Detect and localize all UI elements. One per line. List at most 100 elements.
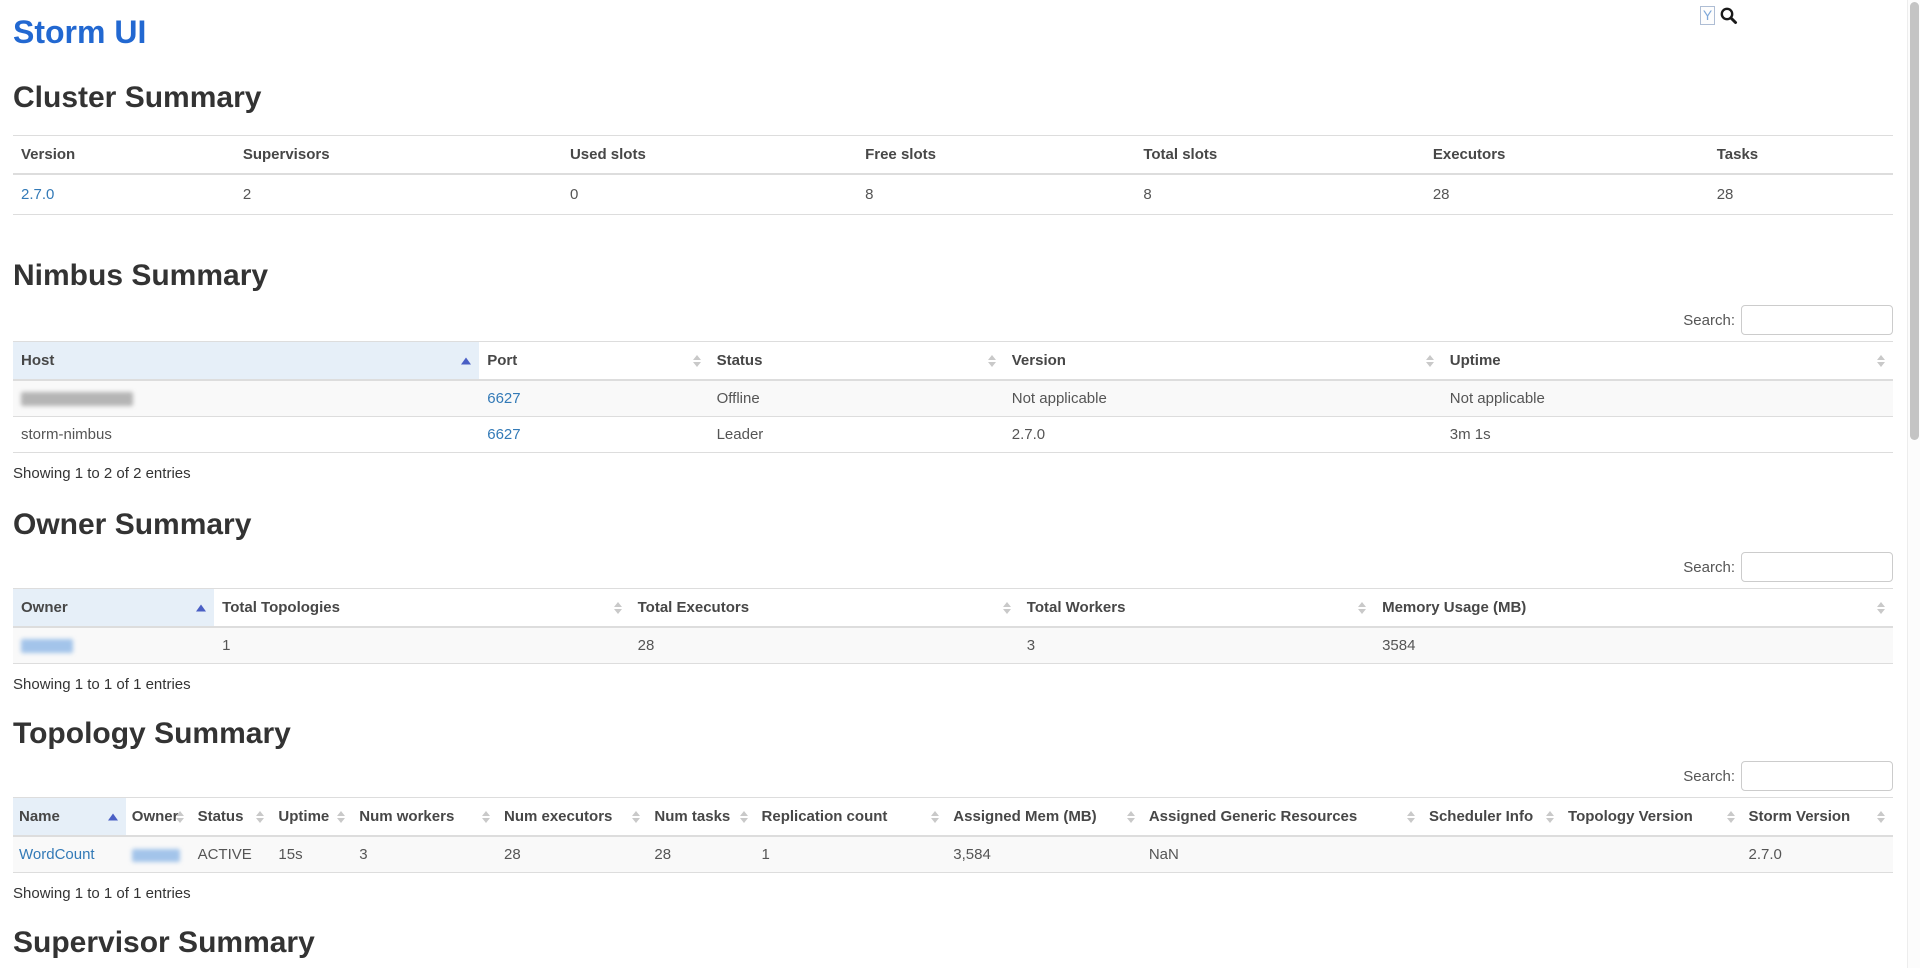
nimbus-port-link[interactable]: 6627 bbox=[487, 390, 521, 407]
sort-asc-icon bbox=[107, 813, 118, 820]
col-used-slots: Used slots bbox=[561, 135, 858, 175]
owner-search-row: Search: bbox=[13, 552, 1893, 582]
search-button[interactable] bbox=[1719, 6, 1738, 25]
sort-both-icon bbox=[1358, 601, 1367, 614]
nimbus-status: Offline bbox=[708, 380, 1004, 417]
redacted-host bbox=[21, 392, 133, 407]
col-num-workers[interactable]: Num workers bbox=[353, 797, 498, 837]
col-topo-uptime[interactable]: Uptime bbox=[272, 797, 354, 837]
sort-both-icon bbox=[987, 354, 996, 367]
cluster-summary-section: Cluster Summary Version Supervisors Used… bbox=[13, 81, 1893, 215]
topology-row-1: WordCount ACTIVE 15s 3 28 28 1 3,584 NaN… bbox=[13, 836, 1893, 873]
topology-status: ACTIVE bbox=[191, 836, 273, 873]
cluster-free-slots: 8 bbox=[857, 174, 1136, 215]
topology-storm-version: 2.7.0 bbox=[1742, 836, 1893, 873]
supervisor-summary-heading: Supervisor Summary bbox=[13, 926, 315, 959]
topology-num-tasks: 28 bbox=[648, 836, 756, 873]
sort-both-icon bbox=[175, 810, 184, 823]
cluster-version-link[interactable]: 2.7.0 bbox=[21, 186, 55, 203]
col-nimbus-version[interactable]: Version bbox=[1003, 341, 1442, 381]
col-scheduler-info[interactable]: Scheduler Info bbox=[1422, 797, 1563, 837]
owner-entries-info: Showing 1 to 1 of 1 entries bbox=[13, 676, 191, 693]
cluster-data-row: 2.7.0 2 0 8 8 28 28 bbox=[13, 174, 1893, 215]
nimbus-summary-table: Host Port Status Version bbox=[13, 341, 1893, 453]
sort-both-icon bbox=[482, 810, 490, 823]
cluster-supervisors: 2 bbox=[234, 174, 562, 215]
col-port[interactable]: Port bbox=[479, 341, 709, 381]
sort-asc-icon bbox=[461, 357, 472, 364]
col-num-tasks[interactable]: Num tasks bbox=[648, 797, 756, 837]
col-name-sorted[interactable]: Name bbox=[13, 797, 126, 837]
topology-replication-count: 1 bbox=[755, 836, 948, 873]
topology-search-input[interactable] bbox=[1741, 761, 1893, 791]
sort-both-icon bbox=[1877, 354, 1885, 367]
topology-summary-heading: Topology Summary bbox=[13, 717, 291, 750]
owner-row-1: 1 28 3 3584 bbox=[13, 627, 1893, 664]
sort-both-icon bbox=[1726, 810, 1735, 823]
sort-both-icon bbox=[632, 810, 641, 823]
owner-search-input[interactable] bbox=[1741, 552, 1893, 582]
col-assigned-generic-resources[interactable]: Assigned Generic Resources bbox=[1142, 797, 1423, 837]
app-title-link[interactable]: Storm UI bbox=[13, 14, 147, 50]
col-uptime[interactable]: Uptime bbox=[1441, 341, 1893, 381]
col-topo-owner[interactable]: Owner bbox=[125, 797, 192, 837]
col-topology-version[interactable]: Topology Version bbox=[1562, 797, 1743, 837]
topbar: Y bbox=[1700, 6, 1738, 25]
col-tasks: Tasks bbox=[1708, 135, 1893, 175]
owner-total-workers: 3 bbox=[1018, 627, 1375, 664]
col-total-workers[interactable]: Total Workers bbox=[1018, 588, 1375, 628]
owner-memory-usage: 3584 bbox=[1374, 627, 1893, 664]
col-supervisors: Supervisors bbox=[234, 135, 562, 175]
col-version: Version bbox=[13, 135, 235, 175]
vertical-scrollbar[interactable] bbox=[1907, 0, 1920, 968]
col-free-slots: Free slots bbox=[857, 135, 1136, 175]
col-replication-count[interactable]: Replication count bbox=[755, 797, 948, 837]
col-assigned-mem[interactable]: Assigned Mem (MB) bbox=[947, 797, 1143, 837]
search-icon bbox=[1719, 6, 1738, 25]
nimbus-status: Leader bbox=[708, 416, 1004, 453]
nimbus-summary-heading: Nimbus Summary bbox=[13, 259, 269, 292]
sort-both-icon bbox=[1126, 810, 1135, 823]
topology-search-row: Search: bbox=[13, 761, 1893, 791]
col-status[interactable]: Status bbox=[708, 341, 1004, 381]
sort-both-icon bbox=[1877, 810, 1885, 823]
topology-assigned-generic-resources: NaN bbox=[1142, 836, 1423, 873]
nimbus-search-label: Search: bbox=[1683, 311, 1735, 329]
sort-both-icon bbox=[337, 810, 346, 823]
sort-both-icon bbox=[1877, 601, 1885, 614]
col-host-sorted[interactable]: Host bbox=[13, 341, 480, 381]
owner-search-label: Search: bbox=[1683, 558, 1735, 576]
sort-both-icon bbox=[692, 354, 701, 367]
redacted-topology-owner bbox=[131, 848, 180, 862]
nimbus-summary-section: Nimbus Summary Search: Host Port bbox=[13, 259, 1893, 482]
cluster-tasks: 28 bbox=[1708, 174, 1893, 215]
sort-both-icon bbox=[1002, 601, 1011, 614]
sort-both-icon bbox=[613, 601, 622, 614]
col-topo-status[interactable]: Status bbox=[191, 797, 273, 837]
cluster-header-row: Version Supervisors Used slots Free slot… bbox=[13, 135, 1893, 175]
col-owner-sorted[interactable]: Owner bbox=[13, 588, 215, 628]
sort-both-icon bbox=[931, 810, 940, 823]
nimbus-port-link[interactable]: 6627 bbox=[487, 426, 521, 443]
col-total-slots: Total slots bbox=[1135, 135, 1425, 175]
cluster-summary-heading: Cluster Summary bbox=[13, 81, 262, 114]
nimbus-search-input[interactable] bbox=[1741, 305, 1893, 335]
topology-summary-section: Topology Summary Search: Name Owner bbox=[13, 717, 1893, 902]
col-total-executors[interactable]: Total Executors bbox=[629, 588, 1019, 628]
col-num-executors[interactable]: Num executors bbox=[498, 797, 649, 837]
nimbus-uptime: 3m 1s bbox=[1441, 416, 1893, 453]
topology-filter-input[interactable]: Y bbox=[1700, 6, 1715, 25]
topology-header-row: Name Owner Status Uptime bbox=[13, 797, 1893, 837]
topology-version bbox=[1562, 836, 1743, 873]
sort-both-icon bbox=[739, 810, 748, 823]
col-memory-usage[interactable]: Memory Usage (MB) bbox=[1374, 588, 1893, 628]
topology-assigned-mem: 3,584 bbox=[947, 836, 1143, 873]
scrollbar-thumb[interactable] bbox=[1910, 2, 1919, 440]
cluster-used-slots: 0 bbox=[561, 174, 858, 215]
col-total-topologies[interactable]: Total Topologies bbox=[214, 588, 630, 628]
owner-total-topologies: 1 bbox=[214, 627, 630, 664]
col-storm-version[interactable]: Storm Version bbox=[1742, 797, 1893, 837]
topology-name-link[interactable]: WordCount bbox=[19, 846, 95, 863]
nimbus-version: Not applicable bbox=[1003, 380, 1442, 417]
